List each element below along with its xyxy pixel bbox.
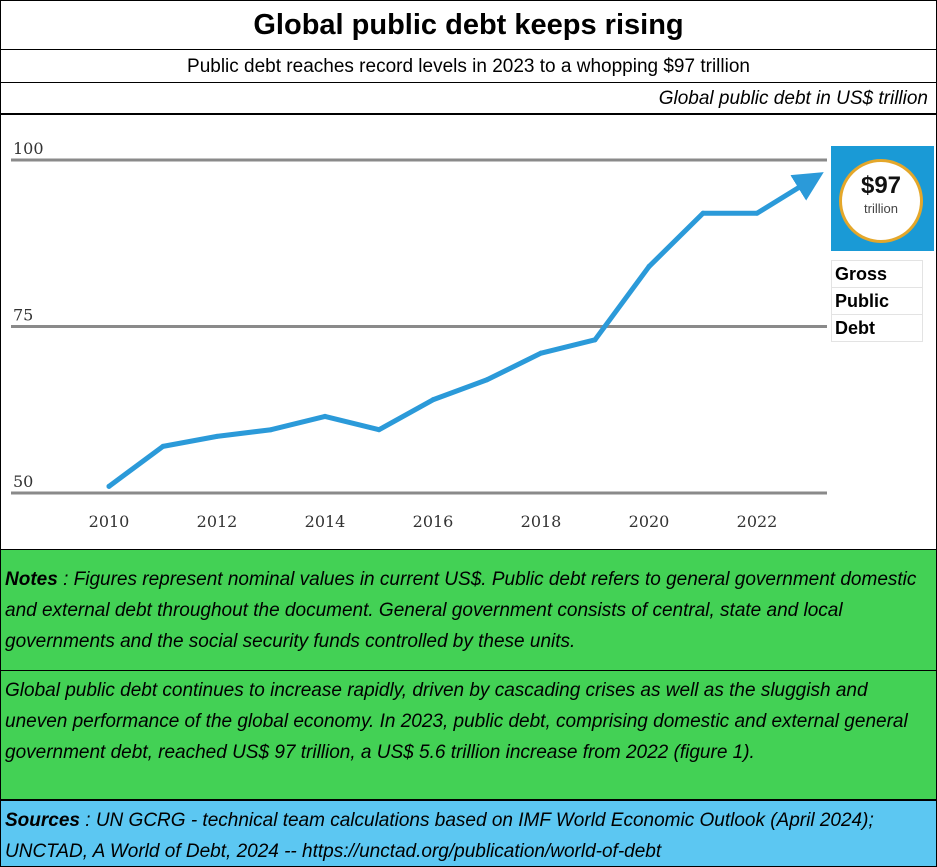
sources-text: : UN GCRG - technical team calculations … bbox=[5, 810, 874, 862]
x-tick-label: 2016 bbox=[413, 512, 454, 531]
data-point bbox=[808, 177, 814, 183]
page-title: Global public debt keeps rising bbox=[1, 1, 936, 50]
notes-text: : Figures represent nominal values in cu… bbox=[5, 569, 917, 652]
data-point bbox=[538, 350, 544, 356]
data-point bbox=[322, 413, 328, 419]
data-point bbox=[106, 483, 112, 489]
badge-circle: $97 trillion bbox=[839, 159, 923, 243]
series-line bbox=[106, 172, 824, 489]
sources-label: Sources bbox=[5, 810, 80, 831]
y-tick-label: 100 bbox=[13, 139, 44, 158]
badge-label-line: Debt bbox=[835, 318, 875, 338]
data-point bbox=[214, 433, 220, 439]
x-tick-label: 2012 bbox=[197, 512, 238, 531]
data-point bbox=[430, 397, 436, 403]
x-tick-label: 2020 bbox=[629, 512, 670, 531]
badge-unit: trillion bbox=[864, 201, 898, 216]
summary-panel: Global public debt continues to increase… bbox=[1, 671, 936, 801]
sources-panel: Sources : UN GCRG - technical team calcu… bbox=[1, 801, 936, 866]
x-tick-label: 2014 bbox=[305, 512, 346, 531]
unit-note: Global public debt in US$ trillion bbox=[1, 83, 936, 115]
data-point bbox=[484, 377, 490, 383]
badge-label-line: Public bbox=[832, 288, 922, 315]
data-point bbox=[700, 210, 706, 216]
data-point bbox=[646, 264, 652, 270]
x-tick-label: 2010 bbox=[89, 512, 130, 531]
data-point bbox=[754, 210, 760, 216]
y-tick-label: 75 bbox=[13, 306, 33, 325]
data-point bbox=[160, 443, 166, 449]
badge-label: Gross Public Debt bbox=[831, 260, 923, 342]
summary-text: Global public debt continues to increase… bbox=[5, 680, 908, 763]
y-tick-label: 50 bbox=[13, 472, 33, 491]
x-tick-label: 2022 bbox=[737, 512, 778, 531]
badge-label-line: Gross bbox=[832, 261, 922, 288]
notes-label: Notes bbox=[5, 569, 58, 590]
page-subtitle: Public debt reaches record levels in 202… bbox=[1, 50, 936, 83]
debt-total-badge: $97 trillion bbox=[831, 146, 934, 251]
badge-value: $97 bbox=[860, 172, 902, 199]
data-point bbox=[376, 427, 382, 433]
x-tick-label: 2018 bbox=[521, 512, 562, 531]
notes-panel: Notes : Figures represent nominal values… bbox=[1, 550, 936, 671]
data-point bbox=[268, 427, 274, 433]
data-point bbox=[592, 337, 598, 343]
chart-area: 50 75 100 2010 2012 2014 2016 2018 2020 2022 $97… bbox=[1, 115, 936, 550]
line-chart: 50 75 100 2010 2012 2014 2016 2018 2020 2022 bbox=[11, 139, 827, 531]
